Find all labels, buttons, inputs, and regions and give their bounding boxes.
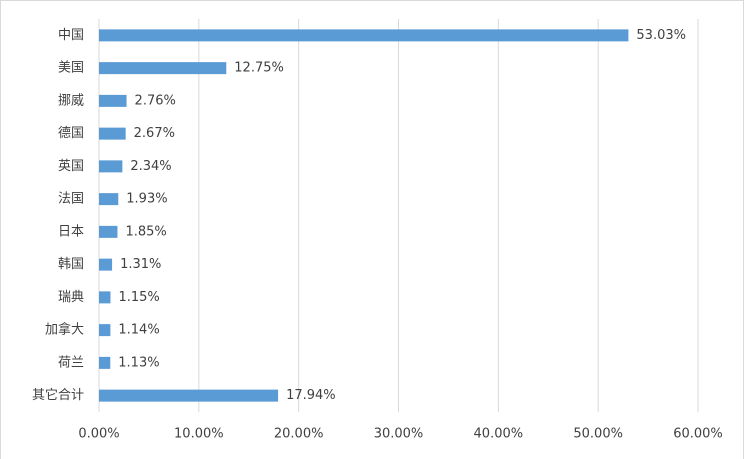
x-tick-label: 30.00% [374, 427, 424, 442]
y-tick-label: 韩国 [58, 257, 84, 272]
bar [99, 324, 111, 337]
x-tick-label: 60.00% [673, 427, 723, 442]
x-tick-label: 0.00% [78, 427, 119, 442]
data-label: 1.13% [118, 355, 159, 370]
bar [99, 389, 279, 402]
bar [99, 127, 126, 140]
y-tick-label: 美国 [58, 61, 84, 76]
data-label: 1.15% [118, 290, 159, 305]
bar [99, 160, 123, 173]
data-label: 1.85% [125, 224, 166, 239]
y-tick-label: 日本 [58, 224, 84, 239]
y-tick-label: 英国 [58, 159, 84, 174]
data-label: 1.14% [118, 323, 159, 338]
data-label: 1.93% [126, 192, 167, 207]
bar [99, 62, 227, 75]
data-label: 12.75% [234, 61, 284, 76]
bar [99, 29, 629, 42]
y-tick-label: 挪威 [58, 93, 84, 108]
bar [99, 356, 111, 369]
y-tick-label: 中国 [58, 28, 84, 43]
y-tick-label: 法国 [58, 192, 84, 207]
data-label: 2.34% [130, 159, 171, 174]
x-tick-label: 20.00% [274, 427, 324, 442]
data-label: 53.03% [636, 28, 686, 43]
data-label: 2.76% [135, 93, 176, 108]
bar [99, 94, 127, 107]
x-tick-label: 40.00% [474, 427, 524, 442]
data-label: 2.67% [134, 126, 175, 141]
bar [99, 225, 118, 238]
y-tick-label: 德国 [58, 126, 84, 141]
data-label: 1.31% [120, 257, 161, 272]
y-tick-label: 加拿大 [45, 322, 84, 338]
bar [99, 258, 113, 271]
y-tick-label: 瑞典 [58, 290, 84, 305]
data-label: 17.94% [286, 388, 336, 403]
x-tick-label: 50.00% [573, 427, 623, 442]
y-tick-label: 荷兰 [58, 355, 84, 370]
bar [99, 291, 111, 304]
x-tick-label: 10.00% [174, 427, 224, 442]
y-tick-label: 其它合计 [32, 387, 84, 403]
bar [99, 193, 119, 206]
